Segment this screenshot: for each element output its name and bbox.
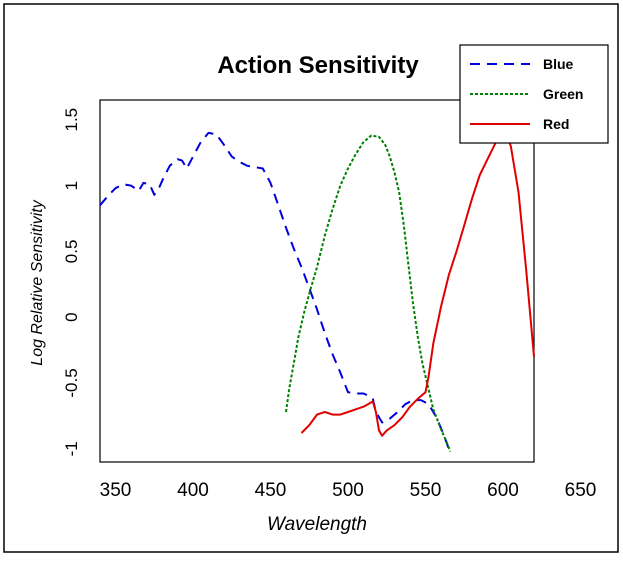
series-line-green [285,134,452,452]
y-tick-label: -0.5 [62,368,81,397]
y-tick-label: 1 [62,181,81,190]
y-tick-label: 1.5 [62,108,81,132]
y-tick-label: -1 [62,441,81,456]
y-tick-label: 0.5 [62,240,81,264]
plot-area-box [99,99,535,463]
chart-title: Action Sensitivity [217,52,419,79]
legend-box [459,44,609,144]
x-axis-ticks: 350 400 450 500 550 600 650 [100,480,597,501]
series-line-blue [99,131,450,450]
x-axis-label: Wavelength [267,514,367,535]
x-tick-label: 650 [565,480,597,501]
y-axis-ticks: -1 -0.5 0 0.5 1 1.5 [62,108,81,456]
figure-border [3,3,619,553]
legend-label-red: Red [543,116,569,132]
x-tick-label: 500 [332,480,364,501]
x-tick-label: 550 [410,480,442,501]
series-line-red [300,125,535,437]
x-tick-label: 350 [100,480,132,501]
legend-label-blue: Blue [543,56,574,72]
y-tick-label: 0 [62,312,81,321]
legend: Blue Green Red [459,44,609,144]
y-axis-label: Log Relative Sensitivity [29,199,46,365]
x-tick-label: 600 [487,480,519,501]
legend-label-green: Green [543,86,583,102]
x-tick-label: 400 [177,480,209,501]
series-layer [99,125,535,452]
x-tick-label: 450 [255,480,287,501]
